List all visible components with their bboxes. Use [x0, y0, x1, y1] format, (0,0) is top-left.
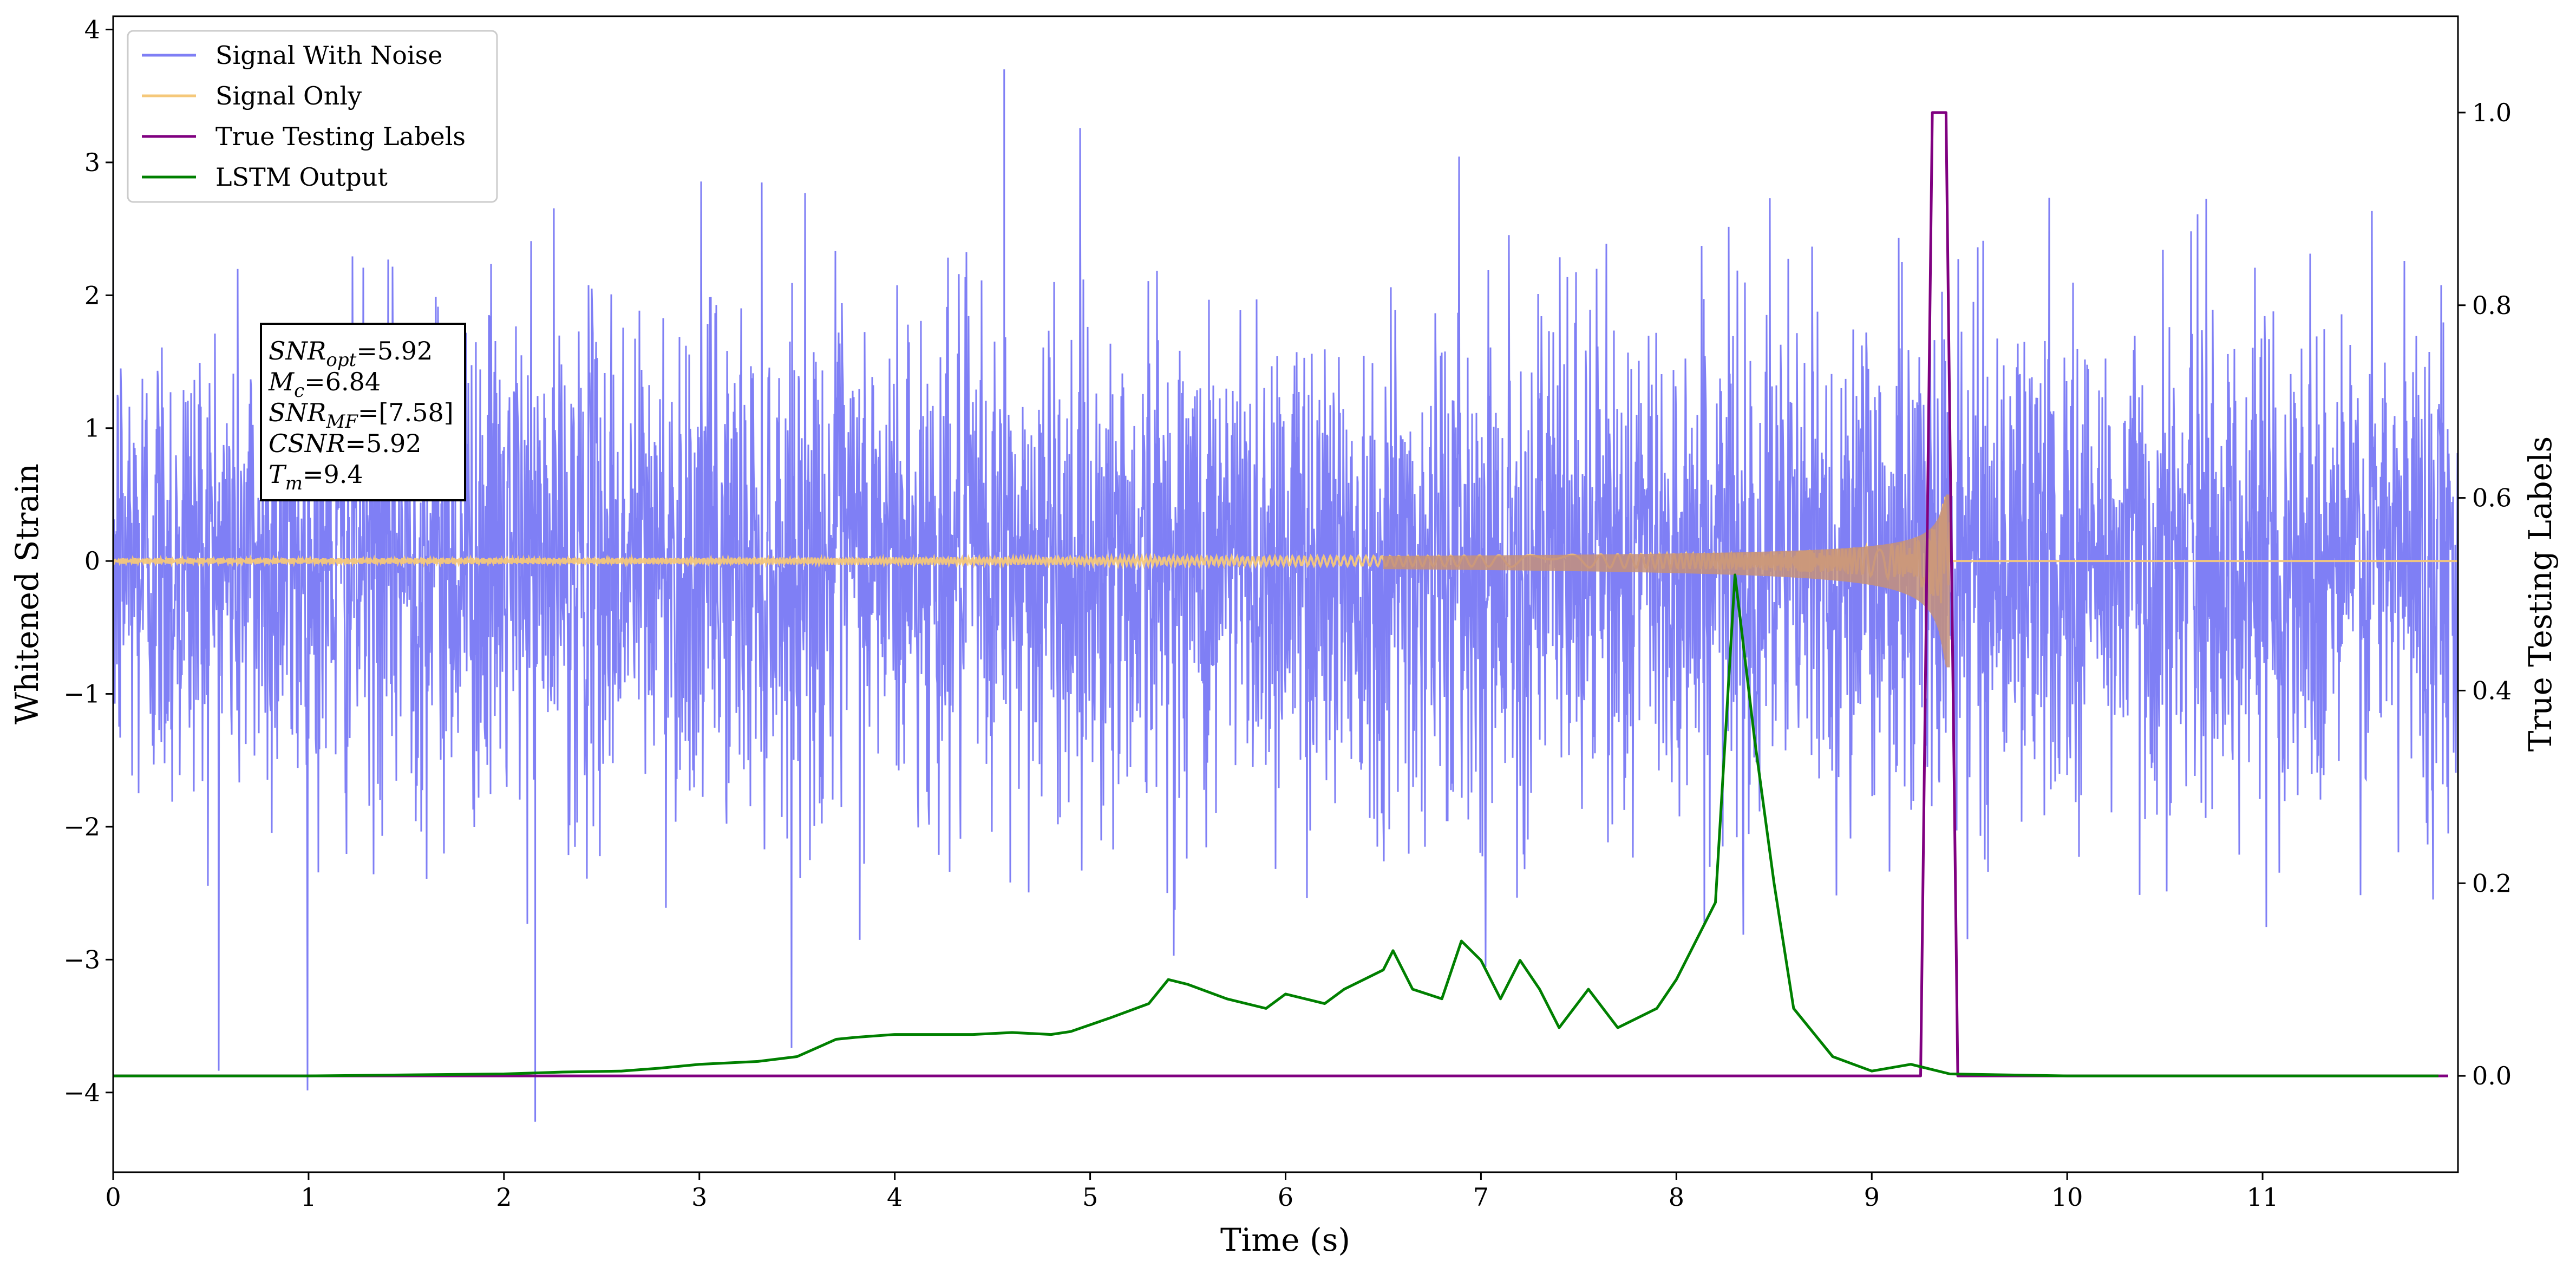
y-tick-label-1: −3 [63, 945, 100, 974]
legend: Signal With Noise Signal Only True Testi… [127, 30, 498, 203]
info-line-mc: Mc=6.84 [268, 367, 381, 402]
y-axis-right: 0.0 0.2 0.4 0.6 0.8 1.0 [2458, 98, 2512, 1090]
x-axis-label: Time (s) [1220, 1221, 1350, 1258]
info-line-csnr: CSNR=5.92 [269, 429, 422, 458]
y2-tick-label-3: 0.6 [2472, 484, 2512, 513]
x-tick-label-2: 2 [496, 1182, 512, 1212]
info-box-frame [260, 323, 466, 501]
x-tick-label-7: 7 [1473, 1182, 1489, 1212]
x-tick-label-4: 4 [887, 1182, 903, 1212]
legend-label-signal-with-noise: Signal With Noise [215, 41, 442, 70]
x-tick-label-6: 6 [1278, 1182, 1293, 1212]
y-axis-left: −4 −3 −2 −1 0 1 2 3 4 [63, 15, 113, 1107]
x-axis: 0 1 2 3 4 5 6 7 8 9 10 11 [105, 1172, 2278, 1212]
series-signal-only [113, 496, 2457, 604]
y2-tick-label-0: 0.0 [2472, 1061, 2512, 1090]
series-signal-with-noise [113, 128, 2458, 1090]
series-layer [113, 69, 2458, 1122]
y-tick-label-6: 2 [84, 280, 100, 310]
y2-axis-label: True Testing Labels [2522, 436, 2559, 752]
y2-tick-label-2: 0.4 [2472, 676, 2512, 705]
y-tick-label-4: 0 [84, 546, 100, 576]
y-tick-label-2: −2 [63, 812, 100, 841]
series-lstm-output [113, 573, 2438, 1077]
info-box: SNRopt=5.92 Mc=6.84 SNRMF=[7.58] CSNR=5.… [260, 323, 466, 501]
x-tick-label-9: 9 [1864, 1182, 1880, 1212]
y-tick-label-0: −4 [63, 1078, 100, 1107]
y-tick-label-7: 3 [84, 148, 100, 177]
y-tick-label-8: 4 [84, 15, 100, 44]
legend-label-signal-only: Signal Only [215, 81, 362, 110]
legend-label-true-testing-labels: True Testing Labels [215, 122, 466, 151]
y2-tick-label-5: 1.0 [2472, 98, 2512, 127]
x-tick-label-11: 11 [2247, 1182, 2279, 1212]
x-tick-label-0: 0 [105, 1182, 121, 1212]
x-tick-label-5: 5 [1082, 1182, 1098, 1212]
y2-tick-label-4: 0.8 [2472, 291, 2512, 320]
y2-tick-label-1: 0.2 [2472, 868, 2512, 898]
info-line-tm: Tm=9.4 [269, 460, 363, 494]
legend-box [127, 30, 498, 203]
info-line-snr-mf: SNRMF=[7.58] [269, 398, 454, 433]
x-tick-label-8: 8 [1669, 1182, 1684, 1212]
x-tick-label-3: 3 [691, 1182, 707, 1212]
y-tick-label-5: 1 [84, 414, 100, 443]
x-tick-label-1: 1 [300, 1182, 316, 1212]
x-tick-label-10: 10 [2051, 1182, 2083, 1212]
info-line-snr-opt: SNRopt=5.92 [269, 336, 433, 371]
legend-label-lstm-output: LSTM Output [215, 162, 388, 192]
y-axis-label: Whitened Strain [9, 463, 45, 724]
y-tick-label-3: −1 [63, 680, 100, 709]
